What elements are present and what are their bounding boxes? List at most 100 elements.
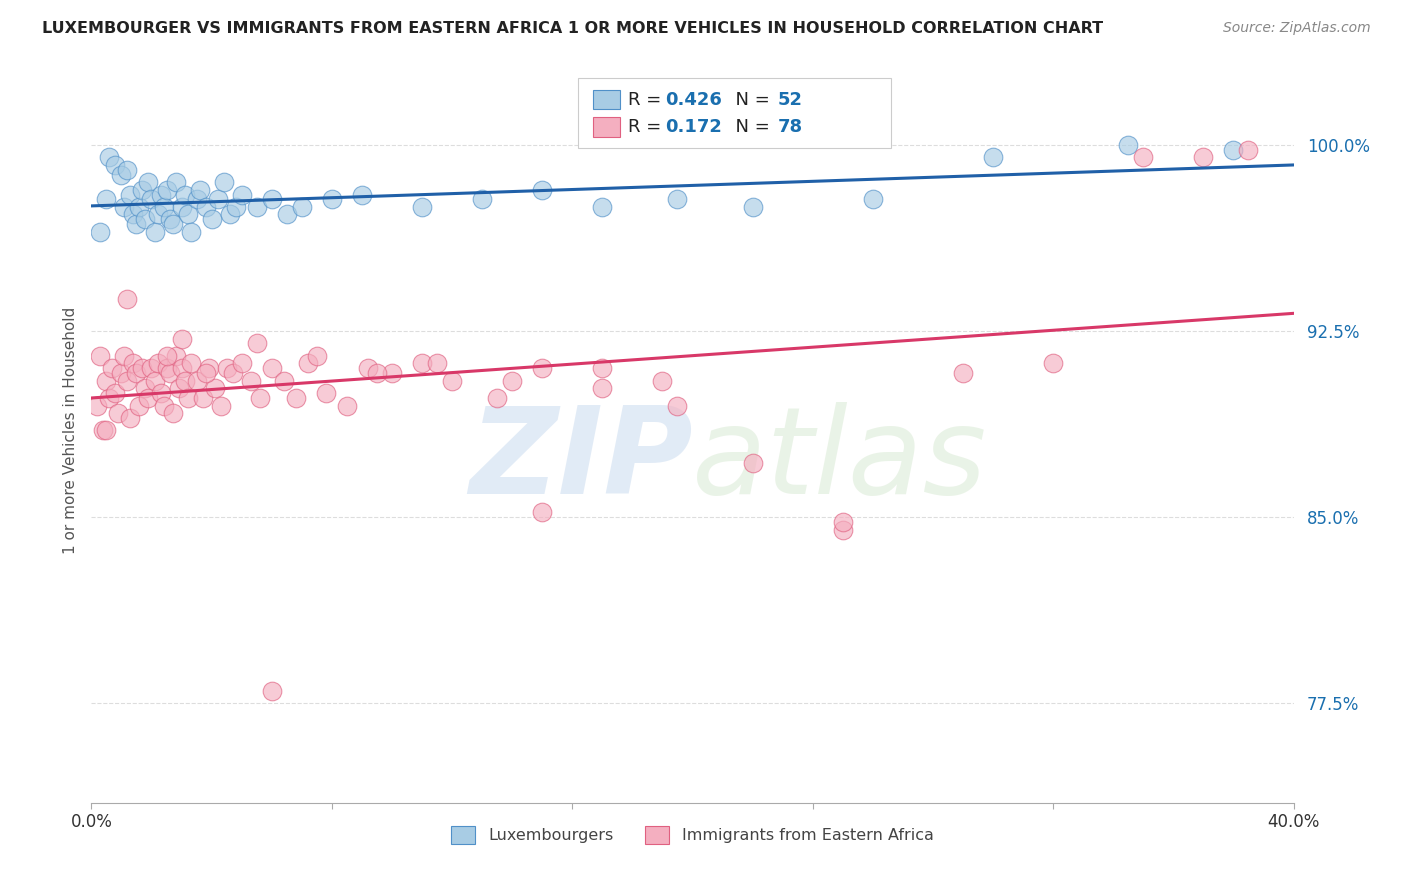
Legend: Luxembourgers, Immigrants from Eastern Africa: Luxembourgers, Immigrants from Eastern A… — [444, 820, 941, 851]
Point — [146, 356, 169, 370]
Point — [204, 381, 226, 395]
Point — [141, 193, 163, 207]
Point — [155, 349, 177, 363]
Point — [381, 366, 404, 380]
Point — [167, 381, 190, 395]
Point — [128, 399, 150, 413]
Point — [155, 361, 177, 376]
Text: 0.172: 0.172 — [665, 118, 721, 136]
Point — [107, 406, 129, 420]
Point — [260, 361, 283, 376]
Point — [207, 193, 229, 207]
Point — [176, 391, 198, 405]
Point — [1042, 356, 1064, 370]
Text: R =: R = — [628, 118, 668, 136]
Point — [131, 183, 153, 197]
Point — [209, 399, 232, 413]
Point — [531, 361, 554, 376]
Point — [89, 349, 111, 363]
Point — [134, 212, 156, 227]
Point — [170, 361, 193, 376]
Point — [186, 374, 208, 388]
Text: 78: 78 — [778, 118, 803, 136]
Point — [120, 187, 142, 202]
Point — [297, 356, 319, 370]
Point — [114, 349, 136, 363]
Point — [186, 193, 208, 207]
Point — [440, 374, 463, 388]
Point — [411, 200, 433, 214]
Point — [591, 361, 613, 376]
Point — [471, 193, 494, 207]
Point — [260, 193, 283, 207]
Point — [221, 366, 243, 380]
Point — [225, 200, 247, 214]
Point — [741, 200, 763, 214]
Point — [651, 374, 673, 388]
Text: 0.426: 0.426 — [665, 91, 721, 109]
Point — [231, 187, 253, 202]
Point — [862, 193, 884, 207]
Y-axis label: 1 or more Vehicles in Household: 1 or more Vehicles in Household — [62, 307, 77, 554]
Point — [152, 200, 174, 214]
Point — [149, 386, 172, 401]
Point — [1222, 143, 1244, 157]
Point — [218, 207, 240, 221]
Point — [138, 391, 160, 405]
Point — [666, 399, 689, 413]
Point — [212, 175, 235, 189]
Point — [162, 217, 184, 231]
Text: R =: R = — [628, 91, 668, 109]
Text: N =: N = — [724, 118, 776, 136]
Point — [276, 207, 298, 221]
Point — [131, 361, 153, 376]
Point — [138, 175, 160, 189]
Point — [93, 423, 115, 437]
Point — [321, 193, 343, 207]
Point — [122, 207, 145, 221]
Point — [98, 150, 121, 164]
Point — [501, 374, 523, 388]
Point — [197, 361, 219, 376]
Point — [165, 349, 187, 363]
Point — [249, 391, 271, 405]
Text: 52: 52 — [778, 91, 803, 109]
Point — [122, 356, 145, 370]
Point — [260, 684, 283, 698]
Point — [1237, 143, 1260, 157]
Point — [117, 162, 139, 177]
Point — [155, 183, 177, 197]
Point — [273, 374, 295, 388]
Point — [831, 523, 853, 537]
Point — [531, 183, 554, 197]
Point — [350, 187, 373, 202]
Point — [141, 361, 163, 376]
Point — [176, 207, 198, 221]
Text: N =: N = — [724, 91, 776, 109]
Point — [165, 175, 187, 189]
Point — [952, 366, 974, 380]
Point — [284, 391, 307, 405]
Point — [336, 399, 359, 413]
Point — [411, 356, 433, 370]
Point — [194, 366, 217, 380]
Point — [146, 207, 169, 221]
Point — [117, 374, 139, 388]
Point — [246, 336, 269, 351]
Point — [162, 406, 184, 420]
Point — [143, 225, 166, 239]
Text: ZIP: ZIP — [468, 401, 692, 518]
Point — [170, 332, 193, 346]
Point — [143, 374, 166, 388]
Point — [120, 411, 142, 425]
Text: LUXEMBOURGER VS IMMIGRANTS FROM EASTERN AFRICA 1 OR MORE VEHICLES IN HOUSEHOLD C: LUXEMBOURGER VS IMMIGRANTS FROM EASTERN … — [42, 21, 1104, 36]
Point — [101, 361, 124, 376]
Point — [1192, 150, 1215, 164]
Point — [366, 366, 388, 380]
Point — [89, 225, 111, 239]
Point — [149, 187, 172, 202]
Point — [96, 374, 118, 388]
Point — [741, 456, 763, 470]
Point — [981, 150, 1004, 164]
Point — [170, 200, 193, 214]
